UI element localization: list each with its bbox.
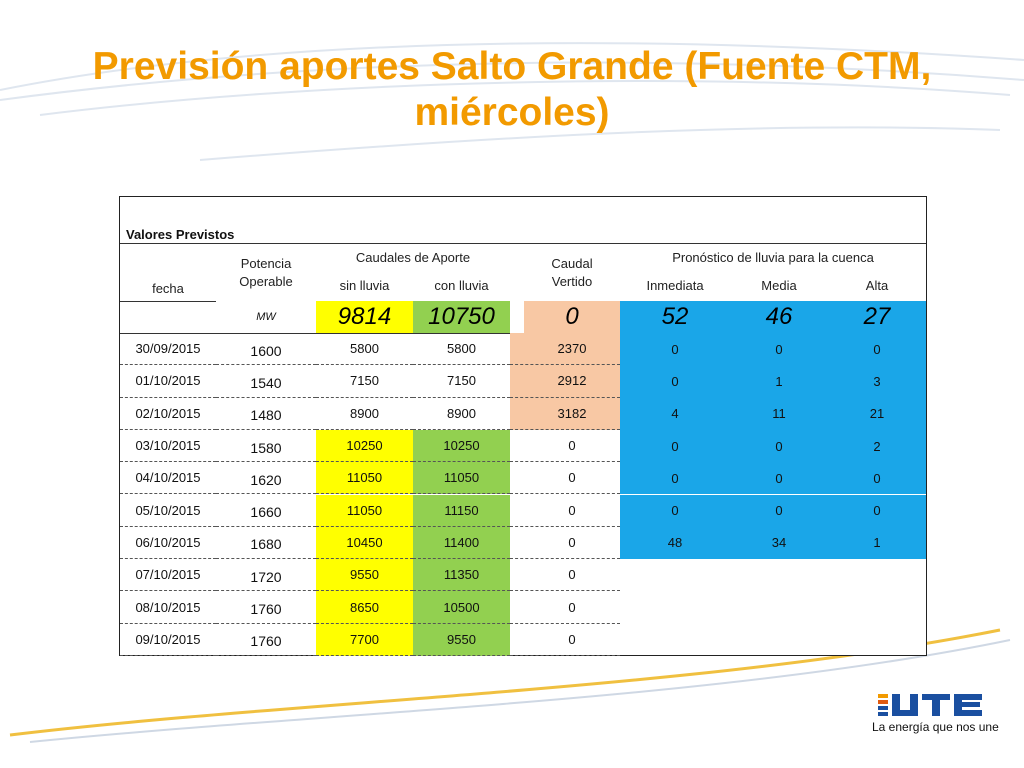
row-con-lluvia: 11150 bbox=[413, 494, 510, 527]
row-con-lluvia: 11050 bbox=[413, 462, 510, 495]
row-media: 11 bbox=[730, 397, 828, 430]
header-vertido: Vertido bbox=[551, 273, 593, 289]
header-con-lluvia: con lluvia bbox=[434, 277, 489, 293]
header-alta: Alta bbox=[865, 277, 889, 293]
row-alta: 2 bbox=[828, 429, 926, 463]
header-media: Media bbox=[761, 277, 797, 293]
row-inmediata: 48 bbox=[620, 526, 730, 560]
row-vertido: 0 bbox=[510, 430, 620, 463]
page-title: Previsión aportes Salto Grande (Fuente C… bbox=[92, 45, 932, 134]
row-con-lluvia: 11400 bbox=[413, 526, 510, 560]
row-fecha: 07/10/2015 bbox=[120, 559, 216, 592]
header-potencia: Potencia bbox=[240, 255, 292, 271]
row-sin-lluvia: 11050 bbox=[316, 494, 413, 527]
header-operable: Operable bbox=[239, 273, 293, 289]
header-sin-lluvia: sin lluvia bbox=[339, 277, 390, 293]
row-vertido: 2370 bbox=[510, 333, 620, 366]
row-con-lluvia: 5800 bbox=[413, 333, 510, 366]
row-alta: 0 bbox=[828, 494, 926, 527]
summary-vertido: 0 bbox=[524, 301, 620, 333]
row-potencia: 1680 bbox=[216, 527, 316, 560]
header-caudales: Caudales de Aporte bbox=[355, 249, 471, 265]
row-con-lluvia: 11350 bbox=[413, 559, 510, 592]
forecast-table: Valores Previstos fecha Potencia Operabl… bbox=[119, 196, 927, 656]
ute-slogan: La energía que nos une bbox=[872, 720, 999, 734]
row-sin-lluvia: 9550 bbox=[316, 559, 413, 592]
header-fecha: fecha bbox=[152, 280, 184, 296]
header-caudal: Caudal bbox=[551, 255, 593, 271]
row-alta: 0 bbox=[828, 333, 926, 366]
row-potencia: 1580 bbox=[216, 430, 316, 463]
row-alta: 3 bbox=[828, 365, 926, 398]
row-media: 0 bbox=[730, 494, 828, 527]
header-pronostico: Pronóstico de lluvia para la cuenca bbox=[672, 249, 874, 265]
summary-sin-lluvia: 9814 bbox=[316, 301, 413, 333]
row-vertido: 0 bbox=[510, 559, 620, 592]
row-sin-lluvia: 8900 bbox=[316, 398, 413, 430]
row-vertido: 0 bbox=[510, 462, 620, 495]
row-sin-lluvia: 10450 bbox=[316, 526, 413, 560]
row-inmediata: 4 bbox=[620, 397, 730, 430]
summary-divider bbox=[120, 333, 620, 334]
row-fecha: 30/09/2015 bbox=[120, 333, 216, 366]
ute-logo bbox=[878, 694, 982, 716]
table-caption: Valores Previstos bbox=[126, 226, 235, 242]
row-con-lluvia: 10500 bbox=[413, 591, 510, 624]
row-media: 0 bbox=[730, 429, 828, 463]
row-sin-lluvia: 8650 bbox=[316, 591, 413, 624]
row-media: 0 bbox=[730, 333, 828, 366]
row-media: 0 bbox=[730, 462, 828, 495]
row-fecha: 08/10/2015 bbox=[120, 591, 216, 624]
row-sin-lluvia: 7150 bbox=[316, 365, 413, 398]
unit-label: MW bbox=[256, 311, 276, 323]
row-vertido: 3182 bbox=[510, 397, 620, 430]
row-con-lluvia: 9550 bbox=[413, 623, 510, 656]
row-vertido: 0 bbox=[510, 591, 620, 624]
row-inmediata: 0 bbox=[620, 494, 730, 527]
row-fecha: 05/10/2015 bbox=[120, 495, 216, 527]
row-potencia: 1760 bbox=[216, 591, 316, 624]
row-con-lluvia: 10250 bbox=[413, 429, 510, 463]
row-inmediata: 0 bbox=[620, 365, 730, 398]
row-vertido: 0 bbox=[510, 495, 620, 527]
header-divider bbox=[120, 243, 926, 244]
summary-alta: 27 bbox=[828, 301, 926, 333]
row-media: 34 bbox=[730, 526, 828, 560]
row-sin-lluvia: 10250 bbox=[316, 429, 413, 463]
row-alta: 1 bbox=[828, 526, 926, 560]
row-vertido: 0 bbox=[510, 527, 620, 560]
row-sin-lluvia: 7700 bbox=[316, 623, 413, 656]
row-potencia: 1600 bbox=[216, 333, 316, 366]
row-media: 1 bbox=[730, 365, 828, 398]
row-inmediata: 0 bbox=[620, 462, 730, 495]
row-potencia: 1540 bbox=[216, 365, 316, 398]
row-sin-lluvia: 5800 bbox=[316, 333, 413, 366]
row-vertido: 0 bbox=[510, 624, 620, 656]
row-con-lluvia: 7150 bbox=[413, 365, 510, 398]
row-vertido: 2912 bbox=[510, 365, 620, 398]
row-potencia: 1720 bbox=[216, 559, 316, 592]
row-potencia: 1620 bbox=[216, 462, 316, 495]
row-potencia: 1480 bbox=[216, 398, 316, 430]
row-fecha: 09/10/2015 bbox=[120, 624, 216, 656]
row-inmediata: 0 bbox=[620, 429, 730, 463]
row-fecha: 01/10/2015 bbox=[120, 365, 216, 398]
row-fecha: 04/10/2015 bbox=[120, 462, 216, 495]
header-inmediata: Inmediata bbox=[646, 277, 704, 293]
row-potencia: 1760 bbox=[216, 624, 316, 656]
fecha-divider bbox=[120, 301, 216, 302]
row-con-lluvia: 8900 bbox=[413, 398, 510, 430]
row-inmediata: 0 bbox=[620, 333, 730, 366]
row-fecha: 02/10/2015 bbox=[120, 398, 216, 430]
summary-con-lluvia: 10750 bbox=[413, 301, 510, 333]
row-sin-lluvia: 11050 bbox=[316, 462, 413, 495]
row-fecha: 06/10/2015 bbox=[120, 527, 216, 560]
row-alta: 0 bbox=[828, 462, 926, 495]
summary-inmediata: 52 bbox=[620, 301, 730, 333]
row-potencia: 1660 bbox=[216, 495, 316, 527]
row-fecha: 03/10/2015 bbox=[120, 430, 216, 463]
summary-media: 46 bbox=[730, 301, 828, 333]
row-alta: 21 bbox=[828, 397, 926, 430]
